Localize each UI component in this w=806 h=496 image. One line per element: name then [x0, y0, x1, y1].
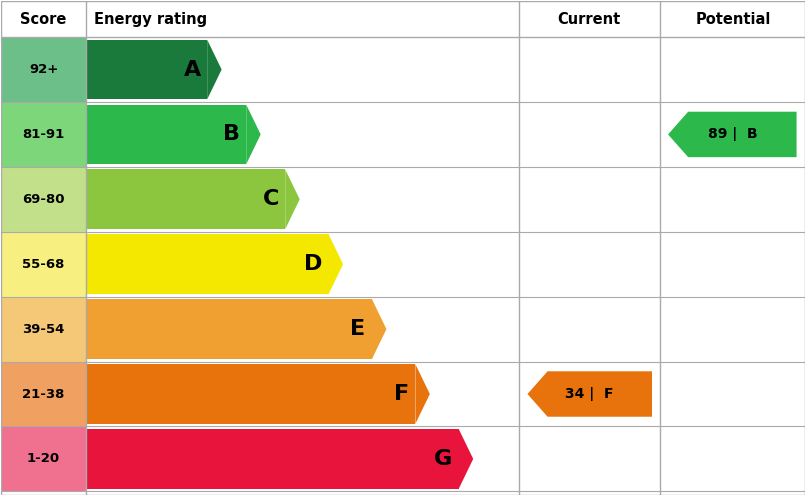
Text: A: A: [184, 60, 201, 79]
Bar: [85, 170, 285, 229]
Bar: [85, 105, 246, 164]
Text: C: C: [263, 189, 279, 209]
Bar: [2, 232, 85, 297]
Bar: [85, 364, 415, 424]
Text: D: D: [304, 254, 322, 274]
Text: 69-80: 69-80: [23, 193, 64, 206]
Bar: [2, 362, 85, 427]
Bar: [2, 427, 85, 492]
Bar: [85, 235, 329, 294]
Text: Current: Current: [558, 12, 621, 27]
Bar: [85, 429, 459, 489]
Bar: [85, 299, 372, 359]
Polygon shape: [285, 170, 300, 229]
Text: E: E: [351, 319, 366, 339]
Text: Potential: Potential: [696, 12, 771, 27]
Polygon shape: [207, 40, 222, 99]
Text: Score: Score: [20, 12, 67, 27]
Polygon shape: [668, 112, 796, 157]
Polygon shape: [459, 429, 473, 489]
Polygon shape: [246, 105, 260, 164]
Polygon shape: [527, 372, 652, 417]
Text: F: F: [394, 384, 409, 404]
Text: 81-91: 81-91: [23, 128, 64, 141]
Text: Energy rating: Energy rating: [93, 12, 207, 27]
Text: G: G: [434, 449, 452, 469]
Bar: [2, 297, 85, 362]
Polygon shape: [372, 299, 386, 359]
Polygon shape: [415, 364, 430, 424]
Text: 92+: 92+: [29, 63, 58, 76]
Text: 55-68: 55-68: [23, 258, 64, 271]
Bar: [85, 40, 207, 99]
Text: B: B: [222, 124, 240, 144]
Text: 21-38: 21-38: [23, 387, 64, 400]
Bar: [2, 102, 85, 167]
Bar: [2, 37, 85, 102]
Text: 89 |  B: 89 | B: [708, 127, 758, 141]
Text: 1-20: 1-20: [27, 452, 60, 465]
Polygon shape: [329, 235, 343, 294]
Text: 34 |  F: 34 | F: [565, 387, 613, 401]
Text: 39-54: 39-54: [23, 322, 64, 336]
Bar: [2, 167, 85, 232]
